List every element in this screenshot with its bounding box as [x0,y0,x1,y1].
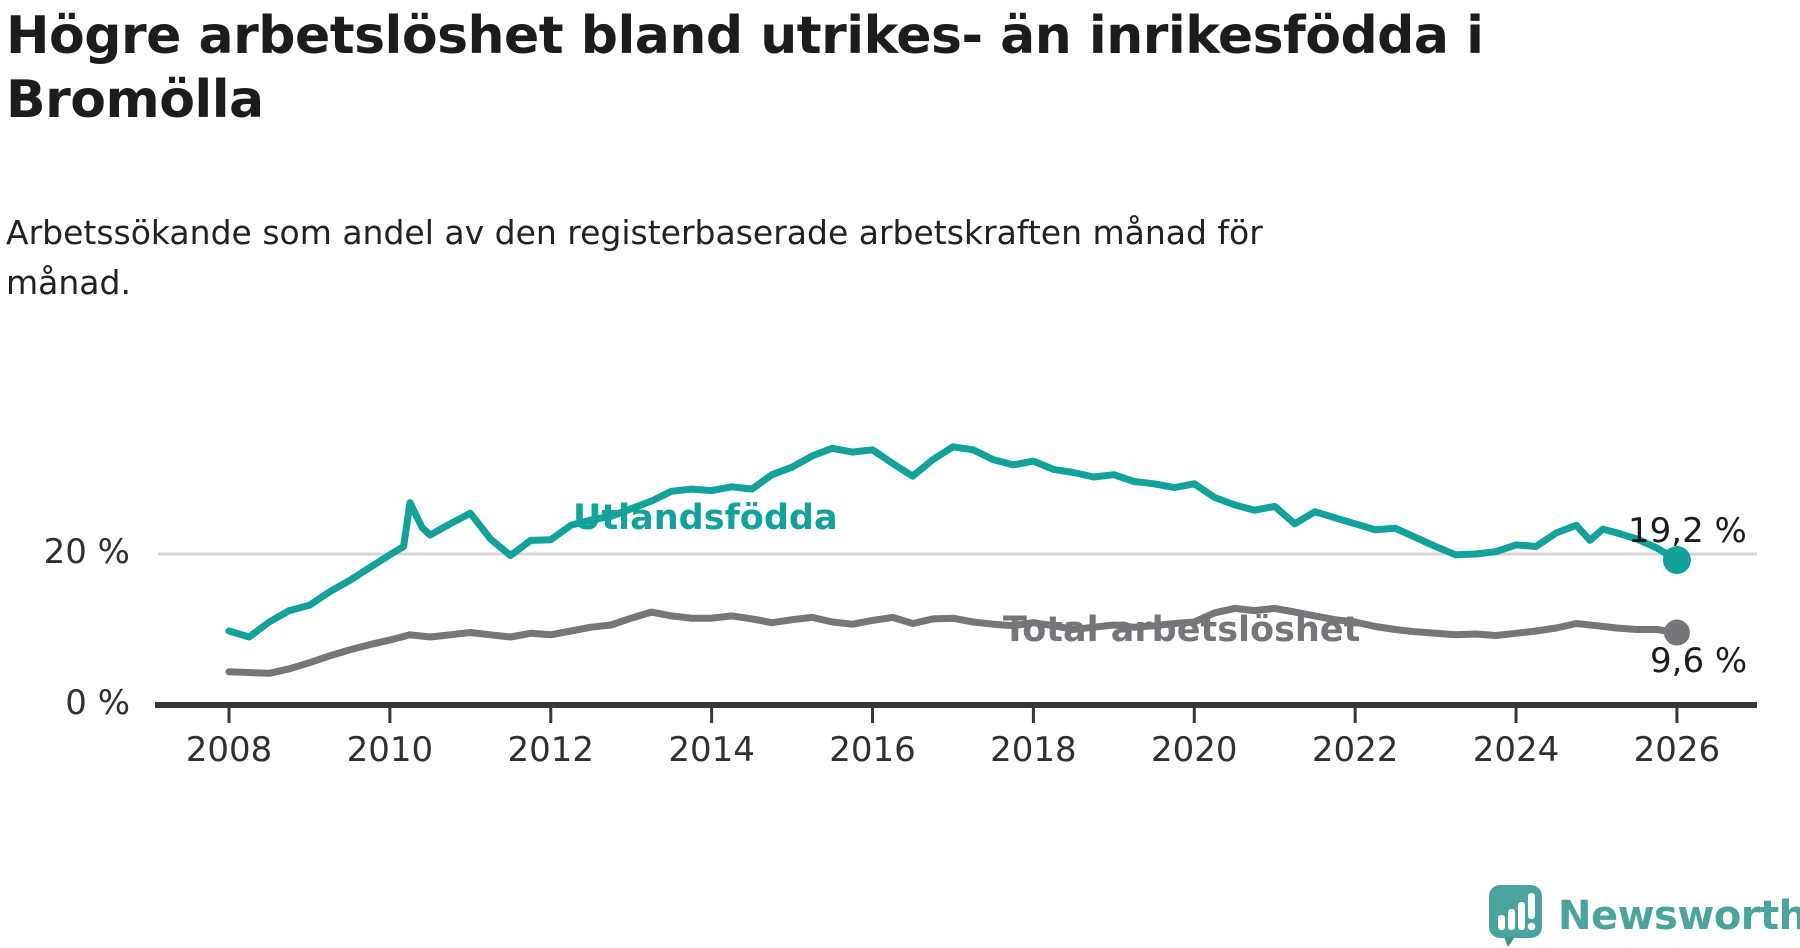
series-label-utlandsfodda: Utlandsfödda [573,498,838,538]
page-subtitle: Arbetssökande som andel av den registerb… [6,208,1506,308]
x-tick-label: 2008 [185,730,273,770]
page-subtitle-line1: Arbetssökande som andel av den registerb… [6,213,1263,252]
newsworthy-logo-text: Newsworthy [1558,893,1800,939]
x-tick-label: 2012 [507,730,595,770]
logo-bar-chart-icon [1498,893,1536,931]
end-value-label-utlandsfodda: 19,2 % [1628,511,1747,551]
newsworthy-logo-icon [1489,885,1542,947]
x-tick-label: 2020 [1151,730,1238,770]
x-tick-label: 2014 [668,730,755,770]
x-tick-label: 2024 [1472,730,1560,770]
page-title: Högre arbetslöshet bland utrikes- än inr… [6,4,1566,132]
end-dot-total [1663,619,1690,646]
x-tick-label: 2018 [990,730,1077,770]
series-line-total [225,604,1681,677]
x-tick-label: 2026 [1633,730,1721,770]
page-title-line2: Bromölla [6,70,264,130]
newsworthy-logo: Newsworthy [1488,884,1800,948]
series-lines [225,443,1691,677]
end-dot-utlandsfodda [1662,546,1691,575]
series-label-total-arbetsloshet: Total arbetslöshet [1003,610,1361,650]
x-tick-label: 2010 [346,730,434,770]
series-line-utlandsfodda [225,443,1681,641]
page-subtitle-line2: månad. [6,263,131,302]
x-tick-label: 2022 [1311,730,1399,770]
y-tick-label: 20 % [43,532,130,572]
x-tick-label: 2016 [829,730,916,770]
end-value-label-total: 9,6 % [1650,641,1748,681]
y-tick-label: 0 % [65,683,130,723]
page-title-line1: Högre arbetslöshet bland utrikes- än inr… [6,6,1484,66]
